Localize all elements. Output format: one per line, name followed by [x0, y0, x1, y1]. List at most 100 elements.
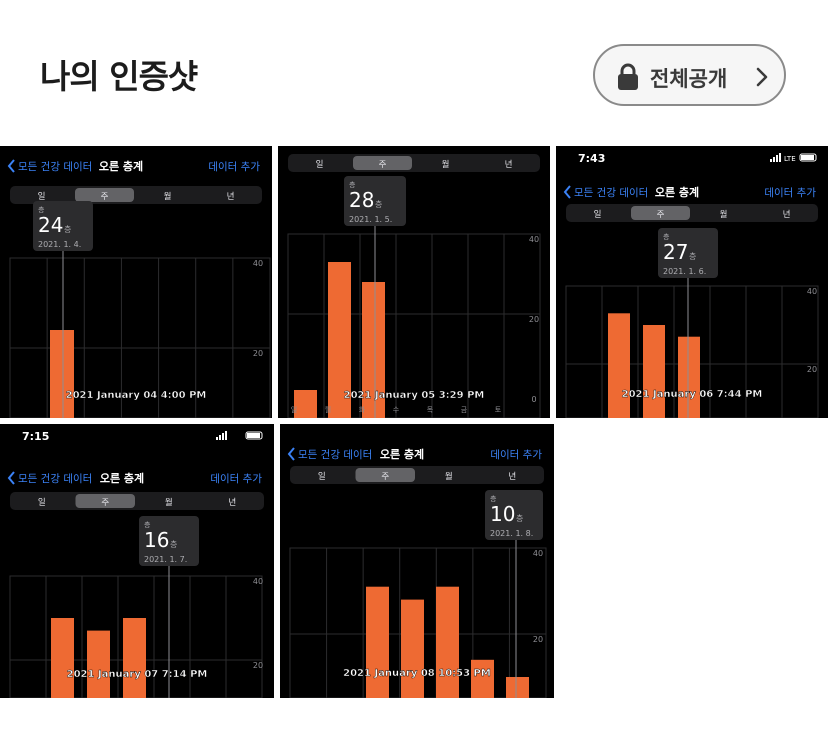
- segment-selected: [75, 188, 134, 202]
- tooltip-value: 28: [349, 188, 374, 212]
- axis-tick-label: 40: [253, 259, 263, 268]
- chart-bar: [362, 282, 385, 418]
- axis-tick-label: 20: [807, 365, 817, 374]
- nav-action: 데이터 추가: [210, 473, 262, 485]
- nav-title: 오른 층계: [655, 185, 699, 199]
- axis-tick-label: 0: [531, 395, 536, 404]
- segmented-control: [10, 492, 264, 510]
- chart-bar: [328, 262, 351, 418]
- battery-icon: [245, 431, 263, 440]
- axis-tick-label: 20: [529, 315, 539, 324]
- axis-tick-label: 20: [253, 661, 263, 670]
- segment-label: 주: [381, 472, 389, 482]
- segment-label: 주: [101, 192, 109, 202]
- photo-tile[interactable]: 7:15 모든 건강 데이터 오른 층계 데이터 추가 일 주 월 년 40 20 층 16 층 2021…: [0, 424, 274, 698]
- segment-label: 년: [505, 159, 513, 170]
- segment-selected: [355, 468, 415, 482]
- weekday-label: 금: [461, 406, 468, 414]
- chart-bar: [50, 330, 74, 418]
- photo-timestamp: 2021 January 07 7:14 PM: [67, 669, 208, 680]
- axis-tick-label: 40: [253, 577, 263, 586]
- health-screenshot: 7:43 LTE 모든 건강 데이터 오른 층계 데이터 추가일 주 월 년 40 20 층27 층 2…: [556, 146, 828, 418]
- photo-timestamp: 2021 January 04 4:00 PM: [66, 390, 207, 401]
- chart-bar: [401, 599, 424, 698]
- chart-bar: [643, 325, 665, 418]
- photo-timestamp: 2021 January 06 7:44 PM: [622, 389, 763, 400]
- segment-label: 월: [442, 159, 450, 170]
- photo-timestamp: 2021 January 05 3:29 PM: [344, 390, 485, 401]
- weekday-label: 일: [291, 405, 297, 414]
- chart-bar: [506, 677, 529, 698]
- tooltip-value: 16: [144, 528, 169, 552]
- segment-label: 주: [379, 160, 387, 170]
- photo-tile[interactable]: 7:43 LTE 모든 건강 데이터 오른 층계 데이터 추가 일 주 월 년 40 20 층 27 층 2…: [556, 146, 828, 418]
- photo-tile[interactable]: 일 주 월 년 40 20 0 일 월 화 수 목 금 토 층 28 층 2021. 1. 5. 2021 Janu…: [278, 146, 550, 418]
- nav-action: 데이터 추가: [764, 187, 816, 199]
- tooltip-value: 10: [490, 502, 515, 526]
- health-screenshot: 모든 건강 데이터 오른 층계 데이터 추가일 주 월 년 40 20 층24 층 2021. 1.…: [0, 146, 272, 418]
- page-title: 나의 인증샷: [40, 57, 198, 96]
- segment-label: 년: [508, 471, 516, 482]
- segment-label: 일: [316, 160, 324, 170]
- nav-title: 오른 층계: [380, 447, 424, 461]
- tooltip-date: 2021. 1. 4.: [38, 240, 81, 249]
- weekday-label: 월: [325, 405, 331, 414]
- nav-action: 데이터 추가: [490, 449, 542, 461]
- axis-tick-label: 20: [533, 635, 543, 644]
- signal-bar: [773, 157, 775, 162]
- segment-selected: [353, 156, 412, 170]
- tooltip-value-unit: 층: [375, 200, 382, 209]
- tooltip-unit: 층: [144, 520, 151, 529]
- chart-bar: [471, 659, 494, 698]
- chart-bar: [294, 390, 317, 418]
- signal-bar: [779, 153, 781, 162]
- photo-tile[interactable]: 모든 건강 데이터 오른 층계 데이터 추가 일 주 월 년 40 20 층 24 층 2021. 1.…: [0, 146, 272, 418]
- signal-bar: [770, 159, 772, 162]
- tooltip-date: 2021. 1. 8.: [490, 529, 533, 538]
- health-screenshot: 7:15 모든 건강 데이터 오른 층계 데이터 추가일 주 월 년 40 20 층16 층 2021…: [0, 424, 274, 698]
- nav-title: 오른 층계: [100, 471, 144, 485]
- value-tooltip: [33, 201, 93, 251]
- segment-label: 일: [38, 498, 46, 508]
- segmented-control: [288, 154, 540, 172]
- weekday-label: 토: [495, 406, 502, 414]
- tooltip-value: 27: [663, 240, 688, 264]
- segment-label: 월: [445, 471, 453, 482]
- tooltip-value-unit: 층: [64, 225, 71, 234]
- battery-level: [801, 155, 814, 160]
- nav-action: 데이터 추가: [208, 161, 260, 173]
- back-chevron-icon: [287, 447, 295, 461]
- segment-label: 주: [101, 498, 109, 508]
- axis-tick-label: 40: [807, 287, 817, 296]
- signal-bar: [216, 437, 218, 440]
- chevron-right-icon: [756, 67, 768, 87]
- status-time: 7:43: [578, 152, 605, 165]
- signal-bar: [219, 435, 221, 440]
- segment-label: 년: [227, 191, 235, 202]
- axis-tick-label: 20: [253, 349, 263, 358]
- nav-back-label: 모든 건강 데이터: [18, 473, 92, 485]
- chart-bar: [436, 586, 459, 698]
- health-screenshot: 모든 건강 데이터 오른 층계 데이터 추가일 주 월 년 40 20 층10 층 2021. 1.…: [280, 424, 554, 698]
- axis-tick-label: 40: [533, 549, 543, 558]
- photo-timestamp: 2021 January 08 10:53 PM: [343, 668, 491, 679]
- chart-bar: [123, 618, 146, 698]
- back-chevron-icon: [7, 159, 15, 173]
- battery-icon: [799, 153, 817, 162]
- privacy-setting-button[interactable]: 전체공개: [593, 44, 786, 106]
- nav-back-label: 모든 건강 데이터: [18, 161, 92, 173]
- photo-tile[interactable]: 모든 건강 데이터 오른 층계 데이터 추가 일 주 월 년 40 20 층 10 층 2021. 1.…: [280, 424, 554, 698]
- back-chevron-icon: [7, 471, 15, 485]
- chart-bar: [51, 618, 74, 698]
- segment-selected: [631, 206, 690, 220]
- value-tooltip: [344, 176, 406, 226]
- tooltip-date: 2021. 1. 6.: [663, 267, 706, 276]
- chart-bar: [366, 586, 389, 698]
- segment-selected: [75, 494, 135, 508]
- segment-label: 주: [657, 210, 665, 220]
- screen-background: [278, 146, 550, 418]
- signal-bar: [222, 433, 224, 440]
- chart-bar: [608, 313, 630, 418]
- status-time: 7:15: [22, 430, 49, 443]
- segmented-control: [566, 204, 818, 222]
